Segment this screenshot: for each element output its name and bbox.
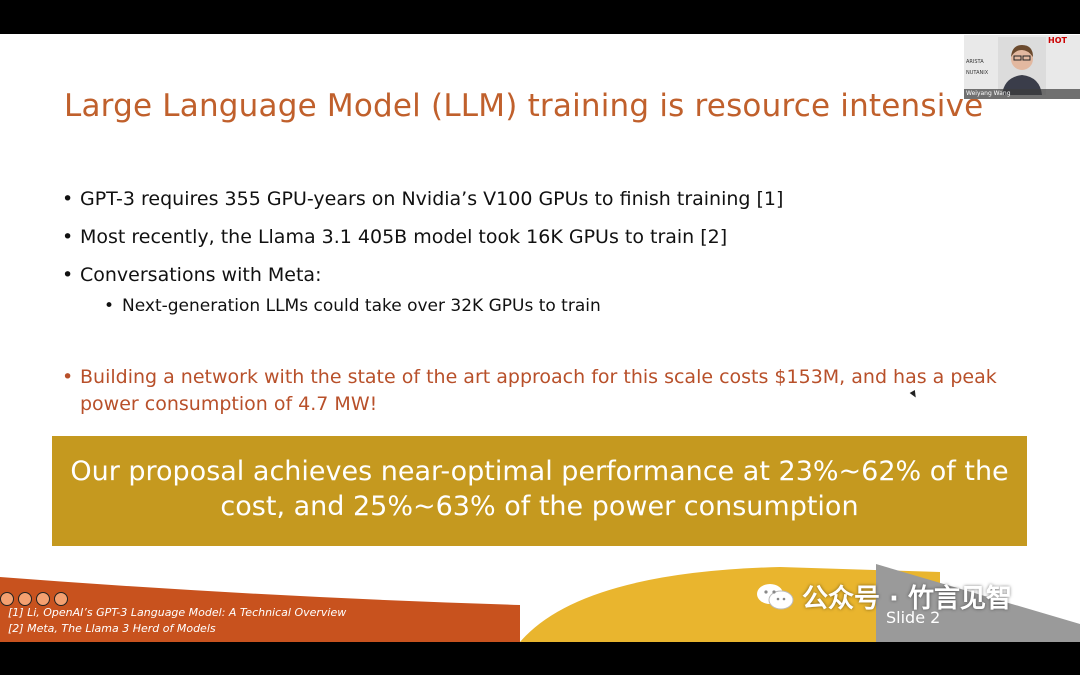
bullet-item: • Conversations with Meta: bbox=[62, 264, 321, 286]
slide-number: Slide 2 bbox=[886, 608, 941, 627]
footer-yellow-shape bbox=[520, 567, 940, 642]
speaker-name: Weiyang Wang bbox=[964, 89, 1080, 99]
bullet-item: • Most recently, the Llama 3.1 405B model… bbox=[62, 226, 727, 248]
footer-orange-band bbox=[0, 577, 520, 642]
highlight-bullet: • Building a network with the state of th… bbox=[62, 364, 1022, 418]
footer-gray-shape bbox=[876, 564, 1080, 642]
banner-text: Our proposal achieves near-optimal perfo… bbox=[52, 454, 1027, 524]
bullet-dot-icon: • bbox=[62, 366, 74, 388]
control-icon[interactable] bbox=[0, 592, 14, 606]
proposal-banner: Our proposal achieves near-optimal perfo… bbox=[52, 436, 1027, 546]
bullet-dot-icon: • bbox=[62, 188, 74, 210]
bullet-dot-icon: • bbox=[62, 226, 74, 248]
control-icon[interactable] bbox=[36, 592, 50, 606]
slide-title: Large Language Model (LLM) training is r… bbox=[64, 88, 984, 124]
wechat-icon bbox=[757, 583, 794, 609]
sub-bullet-item: • Next-generation LLMs could take over 32… bbox=[104, 296, 601, 316]
sponsor-label: ARISTA bbox=[966, 59, 984, 65]
bullet-dot-icon: • bbox=[62, 264, 74, 286]
bullet-dot-icon: • bbox=[104, 296, 115, 316]
reference-1: [1] Li, OpenAI’s GPT-3 Language Model: A… bbox=[8, 606, 347, 619]
highlight-bullet-text: Building a network with the state of the… bbox=[80, 366, 997, 415]
sponsor-panel-left: ARISTA NUTANIX bbox=[966, 37, 994, 91]
reference-2: [2] Meta, The Llama 3 Herd of Models bbox=[8, 622, 216, 635]
hot-logo: HOT bbox=[1048, 36, 1067, 45]
banner-line-2: cost, and 25%~63% of the power consumpti… bbox=[220, 491, 859, 522]
sub-bullet-text: Next-generation LLMs could take over 32K… bbox=[122, 296, 601, 316]
bullet-text: Most recently, the Llama 3.1 405B model … bbox=[80, 226, 728, 248]
control-icon[interactable] bbox=[54, 592, 68, 606]
watermark-text: 公众号 · 竹言见智 bbox=[802, 584, 1012, 614]
bullet-text: GPT-3 requires 355 GPU-years on Nvidia’s… bbox=[80, 188, 784, 210]
sponsor-panel-right: HOT bbox=[1048, 37, 1078, 81]
banner-line-1: Our proposal achieves near-optimal perfo… bbox=[70, 456, 1009, 487]
player-controls[interactable] bbox=[0, 592, 68, 606]
slide: Large Language Model (LLM) training is r… bbox=[0, 34, 1080, 642]
sponsor-label: NUTANIX bbox=[966, 70, 989, 76]
speaker-video bbox=[998, 37, 1046, 95]
bullet-item: • GPT-3 requires 355 GPU-years on Nvidia’… bbox=[62, 188, 783, 210]
footer-orange-shape bbox=[0, 577, 520, 642]
bullet-text: Conversations with Meta: bbox=[80, 264, 322, 286]
watermark: 公众号 · 竹言见智 bbox=[756, 578, 1012, 615]
webcam-overlay: ARISTA NUTANIX HOT Weiyang Wang bbox=[964, 35, 1080, 99]
control-icon[interactable] bbox=[18, 592, 32, 606]
